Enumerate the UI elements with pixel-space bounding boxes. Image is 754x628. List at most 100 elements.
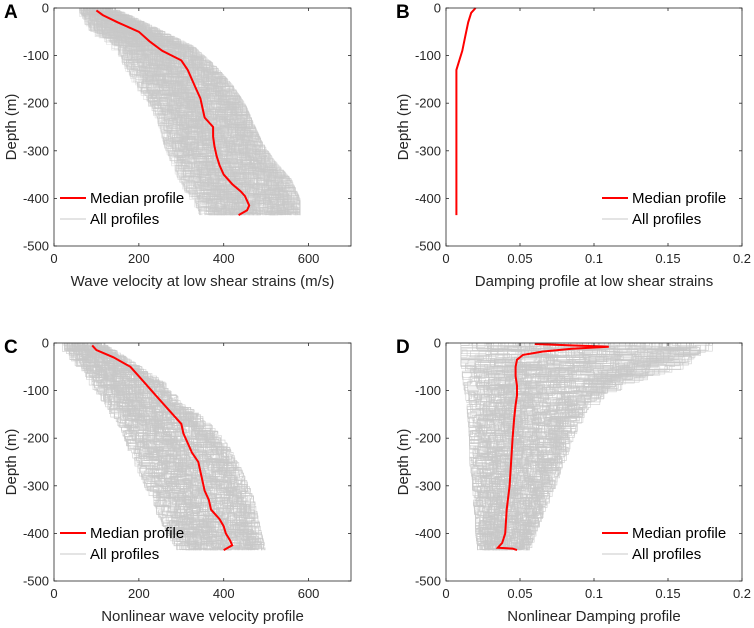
panel-a: 0 200 400 600 0 -100 -200 -300 -400 -500 Wave velo… — [3, 1, 352, 290]
legend-all-label: All profiles — [632, 211, 701, 228]
panel-label: A — [4, 2, 18, 23]
panel-label: D — [396, 337, 410, 358]
y-tick-label: -500 — [415, 574, 441, 589]
profile-line — [96, 343, 262, 551]
profile-line — [516, 343, 710, 551]
profile-line — [79, 343, 224, 551]
median-profile-line — [455, 7, 477, 216]
y-tick-label: -300 — [415, 143, 441, 158]
profile-line — [90, 8, 233, 216]
y-tick-label: 0 — [434, 1, 441, 16]
x-tick-label: 200 — [128, 251, 150, 266]
median-profile-line — [95, 9, 251, 216]
y-axis-label: Depth (m) — [395, 429, 412, 496]
profile-line — [99, 8, 246, 216]
x-tick-label: 0.05 — [507, 586, 532, 601]
panel-label: C — [4, 337, 18, 358]
y-tick-label: -200 — [415, 96, 441, 111]
profile-line — [498, 343, 616, 551]
y-tick-label: -300 — [23, 478, 49, 493]
axes-frame — [53, 342, 352, 582]
profile-line — [465, 343, 521, 551]
x-tick-label: 0 — [50, 586, 57, 601]
profile-line — [85, 343, 219, 551]
x-axis-label: Nonlinear wave velocity profile — [101, 608, 304, 625]
profile-line — [89, 8, 227, 216]
y-tick-label: -400 — [415, 526, 441, 541]
profile-line — [477, 343, 523, 551]
panel-d: 0 0.05 0.1 0.15 0.2 0 -100 -200 -300 -400 -500 Nonl… — [395, 336, 751, 626]
y-tick-label: 0 — [434, 336, 441, 351]
profile-line — [107, 8, 293, 216]
x-tick-label: 0.15 — [655, 251, 680, 266]
profile-line — [478, 343, 536, 551]
x-tick-label: 200 — [128, 586, 150, 601]
y-tick-label: -100 — [23, 383, 49, 398]
profile-line — [81, 8, 217, 216]
x-tick-label: 0 — [442, 586, 449, 601]
y-tick-label: -100 — [23, 48, 49, 63]
profile-line — [473, 343, 526, 551]
y-tick-label: -200 — [23, 431, 49, 446]
profile-line — [511, 343, 642, 551]
profile-line — [81, 343, 225, 551]
profile-line — [85, 8, 240, 216]
profile-line — [108, 8, 297, 216]
profile-line — [518, 343, 694, 551]
panel-label: B — [396, 2, 410, 23]
y-tick-label: -500 — [23, 574, 49, 589]
profile-line — [93, 8, 255, 216]
y-tick-label: -300 — [415, 478, 441, 493]
profile-line — [94, 343, 252, 551]
profile-line — [103, 343, 254, 551]
legend-all-label: All profiles — [90, 546, 159, 563]
profile-line — [110, 8, 301, 216]
all-profiles-group — [460, 343, 713, 551]
legend-all-label: All profiles — [90, 211, 159, 228]
profile-line — [507, 343, 645, 551]
profile-line — [482, 343, 542, 551]
panel-c: 0 200 400 600 0 -100 -200 -300 -400 -500 Nonlinear… — [3, 336, 352, 625]
y-tick-label: -400 — [415, 191, 441, 206]
legend: Median profile All profiles — [602, 190, 726, 228]
profile-line — [103, 8, 284, 216]
profile-line — [87, 8, 226, 216]
y-tick-label: -100 — [415, 383, 441, 398]
profile-line — [67, 343, 185, 551]
legend-median-label: Median profile — [632, 525, 726, 542]
median-profile-line — [495, 343, 609, 552]
profile-line — [503, 343, 621, 551]
x-tick-label: 600 — [298, 251, 320, 266]
profile-line — [83, 343, 238, 551]
profile-line — [74, 343, 202, 551]
x-axis-label: Wave velocity at low shear strains (m/s) — [71, 273, 335, 290]
legend: Median profile All profiles — [60, 190, 184, 228]
plot-area — [446, 8, 742, 246]
profile-line — [65, 343, 203, 551]
profile-line — [114, 8, 289, 216]
y-tick-label: -200 — [23, 96, 49, 111]
y-tick-label: -300 — [23, 143, 49, 158]
legend-median-label: Median profile — [90, 190, 184, 207]
legend-all-label: All profiles — [632, 546, 701, 563]
x-tick-label: 400 — [213, 586, 235, 601]
x-tick-label: 0.15 — [655, 586, 680, 601]
profile-line — [71, 343, 201, 551]
y-tick-label: -500 — [415, 239, 441, 254]
profile-line — [517, 343, 691, 551]
profile-line — [112, 8, 301, 216]
y-tick-label: -200 — [415, 431, 441, 446]
profile-line — [519, 343, 699, 551]
y-tick-label: -100 — [415, 48, 441, 63]
profile-line — [508, 343, 638, 551]
x-axis-label: Nonlinear Damping profile — [507, 608, 680, 625]
profile-line — [97, 8, 271, 216]
profile-line — [62, 343, 181, 551]
profile-line — [488, 343, 571, 551]
y-tick-label: -400 — [23, 526, 49, 541]
x-tick-label: 400 — [213, 251, 235, 266]
legend: Median profile All profiles — [60, 525, 184, 563]
y-axis-label: Depth (m) — [3, 94, 20, 161]
legend-median-label: Median profile — [90, 525, 184, 542]
profile-line — [79, 8, 207, 216]
